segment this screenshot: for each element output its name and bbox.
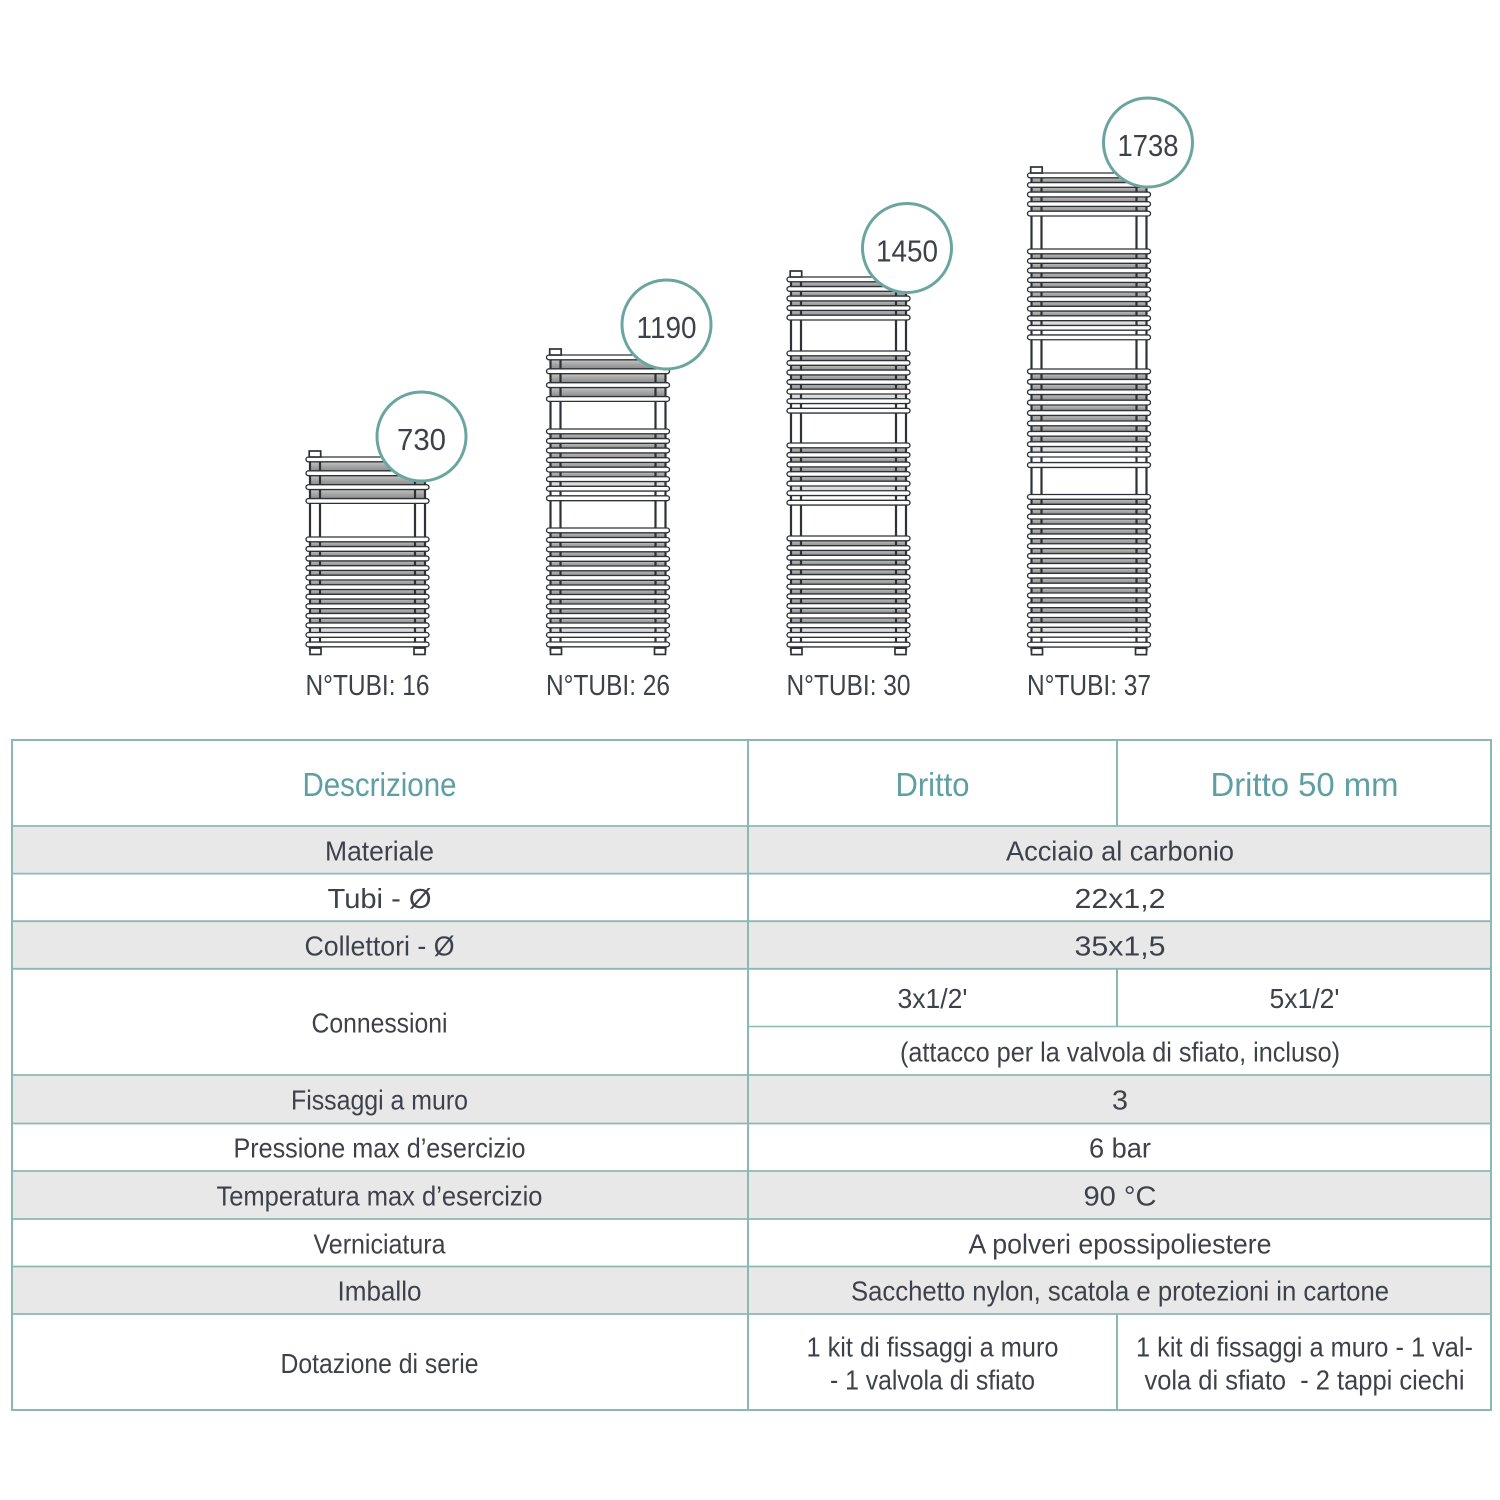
svg-text:Sacchetto nylon, scatola e pro: Sacchetto nylon, scatola e protezioni in… [851,1276,1389,1307]
svg-text:6 bar: 6 bar [1089,1133,1151,1164]
svg-text:Verniciatura: Verniciatura [314,1228,446,1259]
svg-text:1 kit di fissaggi a muro: 1 kit di fissaggi a muro [807,1332,1059,1363]
svg-text:35x1,5: 35x1,5 [1075,931,1166,962]
svg-text:Temperatura max d’esercizio: Temperatura max d’esercizio [217,1181,543,1212]
svg-text:Materiale: Materiale [325,835,434,866]
svg-text:Fissaggi a muro: Fissaggi a muro [291,1085,468,1116]
svg-text:- 1 valvola di sfiato: - 1 valvola di sfiato [830,1365,1035,1396]
svg-text:22x1,2: 22x1,2 [1075,883,1166,914]
svg-text:Dritto 50 mm: Dritto 50 mm [1211,766,1399,803]
svg-text:1738: 1738 [1118,128,1179,163]
svg-text:5x1/2': 5x1/2' [1270,983,1340,1014]
svg-text:1190: 1190 [637,310,697,345]
svg-text:N°TUBI: 30: N°TUBI: 30 [787,670,911,702]
svg-text:Collettori - Ø: Collettori - Ø [305,931,455,962]
svg-text:3: 3 [1112,1085,1128,1116]
svg-text:N°TUBI: 37: N°TUBI: 37 [1027,670,1151,702]
svg-text:Dotazione di serie: Dotazione di serie [281,1348,479,1379]
svg-text:90 °C: 90 °C [1084,1181,1157,1212]
svg-text:A polveri epossipoliestere: A polveri epossipoliestere [969,1228,1272,1259]
svg-text:vola di sfiato - 2 tappi ciec: vola di sfiato - 2 tappi ciechi [1145,1365,1465,1396]
svg-text:Tubi - Ø: Tubi - Ø [328,883,432,914]
svg-text:Dritto: Dritto [896,766,970,803]
svg-text:N°TUBI: 26: N°TUBI: 26 [546,670,670,702]
svg-text:Pressione max d’esercizio: Pressione max d’esercizio [234,1133,526,1164]
svg-text:3x1/2': 3x1/2' [898,983,968,1014]
svg-text:N°TUBI: 16: N°TUBI: 16 [306,670,430,702]
svg-text:1 kit di fissaggi a muro - 1 v: 1 kit di fissaggi a muro - 1 val- [1136,1332,1473,1363]
svg-text:(attacco per la valvola di sfi: (attacco per la valvola di sfiato, inclu… [900,1036,1340,1067]
svg-text:Connessioni: Connessioni [312,1007,448,1038]
svg-text:Imballo: Imballo [338,1276,422,1307]
svg-text:Descrizione: Descrizione [303,766,457,803]
svg-text:Acciaio al carbonio: Acciaio al carbonio [1006,835,1234,866]
svg-text:730: 730 [397,422,446,457]
svg-text:1450: 1450 [876,234,938,269]
